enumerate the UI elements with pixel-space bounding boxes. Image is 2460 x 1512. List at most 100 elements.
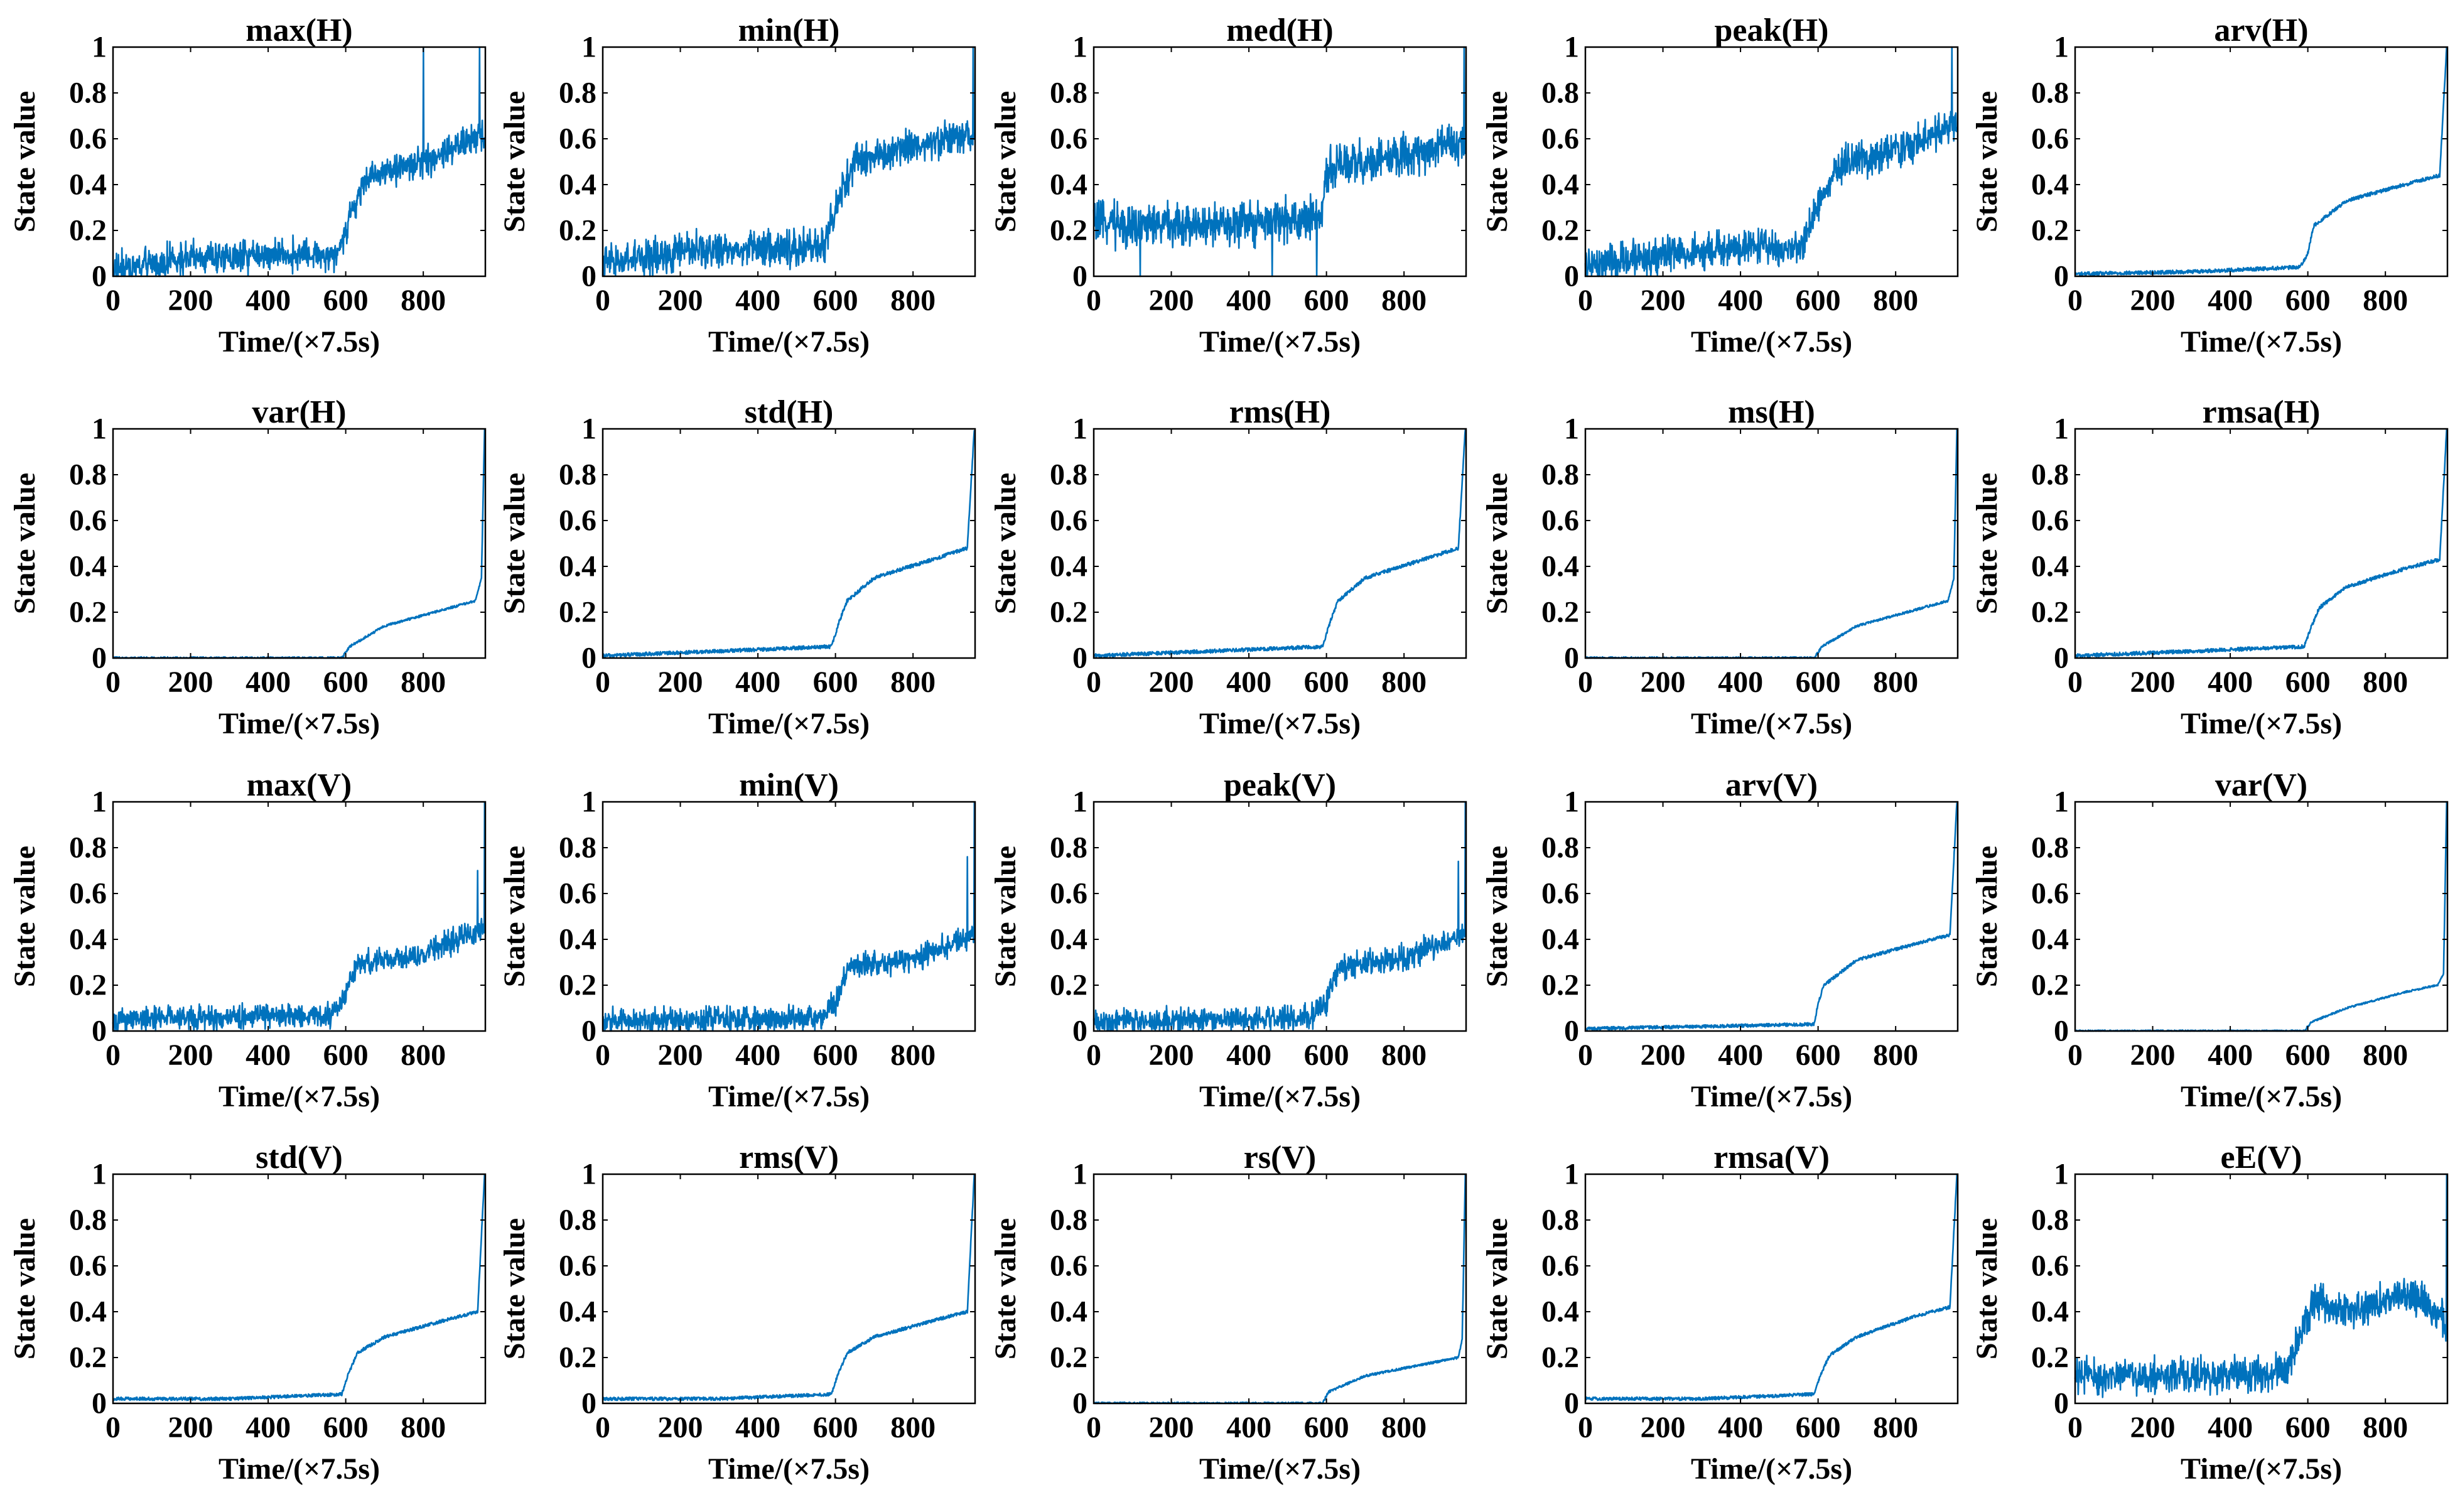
x-tick-label: 0 (105, 284, 121, 317)
y-tick-label: 0.2 (1050, 1341, 1087, 1374)
series-line (2074, 802, 2448, 1032)
y-tick-label: 0.8 (69, 831, 107, 865)
series-line (602, 1174, 976, 1401)
y-tick-label: 0.4 (69, 923, 107, 956)
y-tick-label: 0 (92, 642, 107, 675)
y-tick-label: 1 (92, 413, 107, 446)
x-tick-label: 800 (1873, 284, 1918, 317)
x-tick-label: 0 (105, 1411, 121, 1444)
y-axis-label: State value (498, 846, 531, 987)
y-axis-label: State value (498, 473, 531, 614)
x-tick-label: 200 (1149, 666, 1194, 699)
chart-title: std(V) (256, 1140, 343, 1175)
chart-panel: 0 0.2 0.4 0.6 0.8 1 0 200 400 600 800 peak(H) Time/(… (1481, 13, 1959, 359)
chart-title: rms(V) (739, 1140, 839, 1175)
y-tick-label: 0.4 (1541, 923, 1579, 956)
y-tick-label: 1 (92, 786, 107, 819)
y-tick-label: 0 (1564, 1015, 1579, 1048)
y-tick-label: 0.8 (69, 77, 107, 110)
x-axis-label: Time/(×7.5s) (1199, 325, 1361, 359)
y-tick-label: 0.6 (69, 504, 107, 537)
x-tick-label: 600 (1304, 666, 1349, 699)
plot-frame (602, 428, 976, 659)
y-tick-label: 0.4 (69, 1295, 107, 1329)
chart-panel: 0 0.2 0.4 0.6 0.8 1 0 200 400 600 800 rmsa(V) Time/(… (1481, 1140, 1959, 1486)
plot-frame (1092, 801, 1467, 1032)
plot-frame (112, 46, 487, 278)
y-tick-label: 0 (92, 260, 107, 293)
chart-panel: 0 0.2 0.4 0.6 0.8 1 0 200 400 600 800 rs(V) Time/(×7… (989, 1140, 1467, 1486)
x-axis-label: Time/(×7.5s) (708, 1452, 870, 1486)
x-tick-label: 200 (1641, 284, 1686, 317)
x-tick-label: 0 (595, 284, 610, 317)
x-tick-label: 600 (1304, 1039, 1349, 1072)
chart-panel: 0 0.2 0.4 0.6 0.8 1 0 200 400 600 800 std(H) Time/(×… (498, 394, 976, 740)
y-axis-label: State value (8, 473, 41, 614)
y-tick-label: 0.4 (559, 1295, 596, 1329)
x-axis-label: Time/(×7.5s) (1691, 707, 1852, 740)
series-line (2074, 428, 2448, 659)
y-tick-label: 0.6 (1541, 504, 1579, 537)
y-tick-label: 0.2 (1050, 969, 1087, 1002)
series-line (2074, 1174, 2448, 1398)
y-tick-label: 0.2 (69, 214, 107, 247)
chart-title: var(V) (2215, 767, 2307, 803)
series-line (112, 1174, 486, 1401)
y-tick-label: 1 (1072, 1158, 1087, 1191)
x-tick-label: 200 (1641, 1411, 1686, 1444)
x-tick-label: 0 (595, 666, 610, 699)
x-tick-label: 800 (1873, 1411, 1918, 1444)
y-tick-label: 0.8 (69, 458, 107, 492)
x-tick-label: 800 (1381, 666, 1427, 699)
y-axis-label: State value (1970, 1218, 2004, 1359)
x-tick-label: 400 (735, 284, 780, 317)
y-tick-label: 1 (1564, 1158, 1579, 1191)
series-line (1092, 1174, 1467, 1405)
y-tick-label: 0.6 (1541, 877, 1579, 910)
x-axis-label: Time/(×7.5s) (218, 325, 380, 359)
y-tick-label: 0.8 (2031, 458, 2069, 492)
plot-frame (2074, 1173, 2449, 1405)
y-tick-label: 0 (581, 260, 596, 293)
series-line (1584, 1174, 1958, 1401)
x-tick-label: 800 (1381, 284, 1427, 317)
chart-title: var(H) (252, 394, 346, 430)
x-tick-label: 400 (735, 1039, 780, 1072)
chart-title: rs(V) (1244, 1140, 1317, 1175)
x-tick-label: 800 (1381, 1039, 1427, 1072)
series-line (112, 801, 486, 1032)
chart-title: min(H) (738, 13, 840, 48)
x-axis-label: Time/(×7.5s) (1199, 707, 1361, 740)
y-tick-label: 0 (581, 642, 596, 675)
y-tick-label: 1 (2054, 31, 2069, 64)
y-tick-label: 0.8 (2031, 1204, 2069, 1237)
y-tick-label: 0.4 (559, 168, 596, 202)
plot-frame (1092, 1173, 1467, 1405)
y-tick-label: 0.8 (1541, 458, 1579, 492)
x-tick-label: 800 (2363, 1039, 2408, 1072)
x-tick-label: 600 (813, 1039, 858, 1072)
x-tick-label: 200 (1149, 1039, 1194, 1072)
y-tick-label: 0.4 (1050, 168, 1087, 202)
y-tick-label: 0 (2054, 642, 2069, 675)
x-tick-label: 400 (1226, 666, 1271, 699)
x-tick-label: 400 (245, 666, 291, 699)
chart-title: std(H) (745, 394, 834, 430)
y-tick-label: 0.2 (559, 214, 596, 247)
x-axis-label: Time/(×7.5s) (2181, 1452, 2342, 1486)
chart-title: min(V) (739, 767, 839, 803)
x-tick-label: 0 (2068, 284, 2083, 317)
y-tick-label: 1 (1564, 413, 1579, 446)
x-axis-label: Time/(×7.5s) (218, 707, 380, 740)
chart-title: max(V) (247, 767, 352, 803)
x-tick-label: 200 (1149, 1411, 1194, 1444)
y-tick-label: 0.8 (559, 1204, 596, 1237)
y-tick-label: 1 (2054, 786, 2069, 819)
y-tick-label: 0 (2054, 1015, 2069, 1048)
x-tick-label: 0 (595, 1411, 610, 1444)
series-line (112, 428, 486, 659)
x-tick-label: 400 (1226, 1039, 1271, 1072)
y-tick-label: 0.4 (1050, 1295, 1087, 1329)
y-tick-label: 0.2 (2031, 596, 2069, 629)
chart-title: rmsa(V) (1713, 1140, 1830, 1175)
